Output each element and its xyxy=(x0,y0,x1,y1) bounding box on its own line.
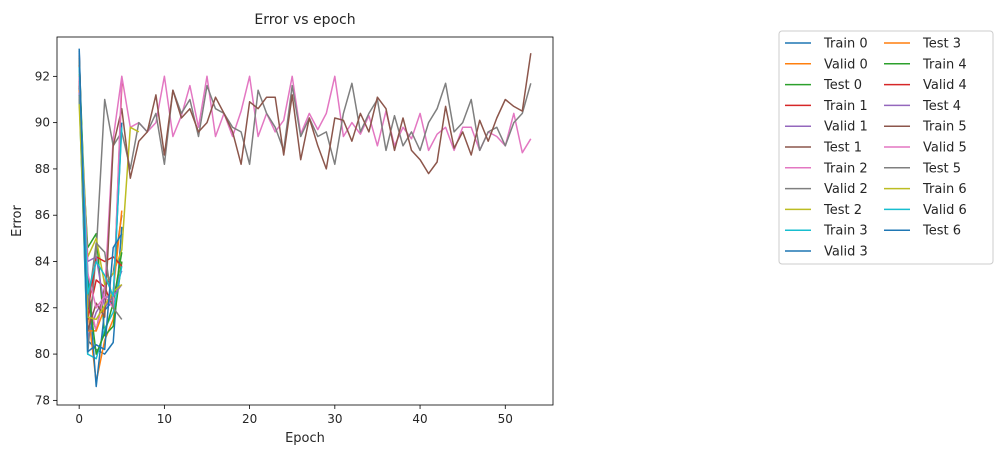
series-line-19 xyxy=(78,67,123,297)
legend-entry-10: Valid 3 xyxy=(824,245,868,260)
y-axis-ticks: 78 80 82 84 86 88 90 92 xyxy=(35,69,57,407)
y-tick-label: 78 xyxy=(35,393,50,407)
series-line-20 xyxy=(78,50,123,353)
legend-entry-5: Test 1 xyxy=(823,141,862,156)
series-line-8 xyxy=(78,73,140,286)
x-tick-label: 0 xyxy=(75,412,83,426)
x-tick-label: 30 xyxy=(327,412,342,426)
y-tick-label: 84 xyxy=(35,255,50,269)
y-tick-label: 90 xyxy=(35,116,50,130)
legend-entry-11: Test 3 xyxy=(922,37,961,52)
legend-entry-20: Test 6 xyxy=(922,224,961,239)
x-tick-label: 10 xyxy=(157,412,172,426)
legend-entry-7: Valid 2 xyxy=(824,182,868,197)
x-tick-label: 50 xyxy=(498,412,513,426)
legend-entry-3: Train 1 xyxy=(823,99,868,114)
legend-entry-0: Train 0 xyxy=(823,37,868,52)
plot-frame xyxy=(56,36,554,406)
x-tick-label: 20 xyxy=(242,412,257,426)
legend-entry-8: Test 2 xyxy=(823,203,862,218)
y-tick-label: 92 xyxy=(35,69,50,83)
legend-entry-17: Test 5 xyxy=(922,161,961,176)
legend-entry-13: Valid 4 xyxy=(923,78,967,93)
y-tick-label: 86 xyxy=(35,208,50,222)
y-tick-label: 88 xyxy=(35,162,50,176)
series-line-15 xyxy=(78,53,532,332)
legend-entry-15: Train 5 xyxy=(922,120,967,135)
legend-entry-14: Test 4 xyxy=(922,99,961,114)
legend-entry-9: Train 3 xyxy=(823,224,868,239)
legend-entry-4: Valid 1 xyxy=(824,120,868,135)
y-tick-label: 80 xyxy=(35,347,50,361)
y-tick-label: 82 xyxy=(35,301,50,315)
plot-lines xyxy=(78,48,532,388)
legend-entry-12: Train 4 xyxy=(922,57,967,72)
series-line-7 xyxy=(78,82,532,355)
x-axis-ticks: 0 10 20 30 40 50 xyxy=(75,405,513,426)
legend: Train 0 Valid 0 Test 0 Train 1 Valid 1 Test 1… xyxy=(778,30,994,265)
legend-entry-19: Valid 6 xyxy=(923,203,967,218)
x-axis-label: Epoch xyxy=(285,431,325,446)
legend-entry-1: Valid 0 xyxy=(824,57,868,72)
y-axis-label: Error xyxy=(10,205,25,237)
x-tick-label: 40 xyxy=(412,412,427,426)
legend-entry-18: Train 6 xyxy=(922,182,967,197)
chart-title: Error vs epoch xyxy=(254,12,355,28)
legend-entry-2: Test 0 xyxy=(823,78,862,93)
legend-entry-6: Train 2 xyxy=(823,161,868,176)
series-line-6 xyxy=(78,71,532,332)
legend-entry-16: Valid 5 xyxy=(923,141,967,156)
